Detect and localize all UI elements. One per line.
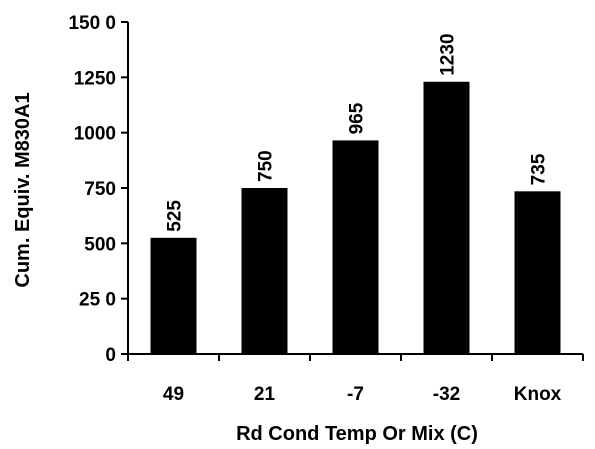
bar <box>241 188 288 354</box>
y-tick-label: 25 0 <box>79 290 116 311</box>
bar <box>514 191 561 354</box>
bar-series <box>150 81 561 354</box>
data-label: 735 <box>529 153 550 185</box>
bar <box>423 81 470 354</box>
x-tick-label: 49 <box>163 384 184 405</box>
data-labels: 525 750 965 1230 735 <box>165 33 550 231</box>
y-axis-title: Cum. Equiv. M830A1 <box>12 92 34 287</box>
y-tick-label: 1250 <box>74 68 116 89</box>
y-tick-label: 1000 <box>74 124 116 145</box>
bar <box>150 237 197 354</box>
x-axis-title: Rd Cond Temp Or Mix (C) <box>236 423 478 445</box>
data-label: 750 <box>256 150 277 182</box>
x-tick-label: -32 <box>433 384 460 405</box>
x-tick-label: Knox <box>514 384 562 405</box>
x-tick-label: 21 <box>254 384 276 405</box>
data-label: 965 <box>347 102 368 134</box>
y-tick-label: 750 <box>84 179 116 200</box>
x-axis: 49 21 -7 -32 Knox <box>127 354 584 405</box>
data-label: 525 <box>165 200 186 232</box>
x-tick-label: -7 <box>347 384 364 405</box>
y-tick-label: 150 0 <box>68 13 116 34</box>
y-tick-label: 0 <box>105 345 116 366</box>
data-label: 1230 <box>438 33 459 75</box>
y-tick-label: 500 <box>84 234 116 255</box>
bar <box>332 140 379 354</box>
